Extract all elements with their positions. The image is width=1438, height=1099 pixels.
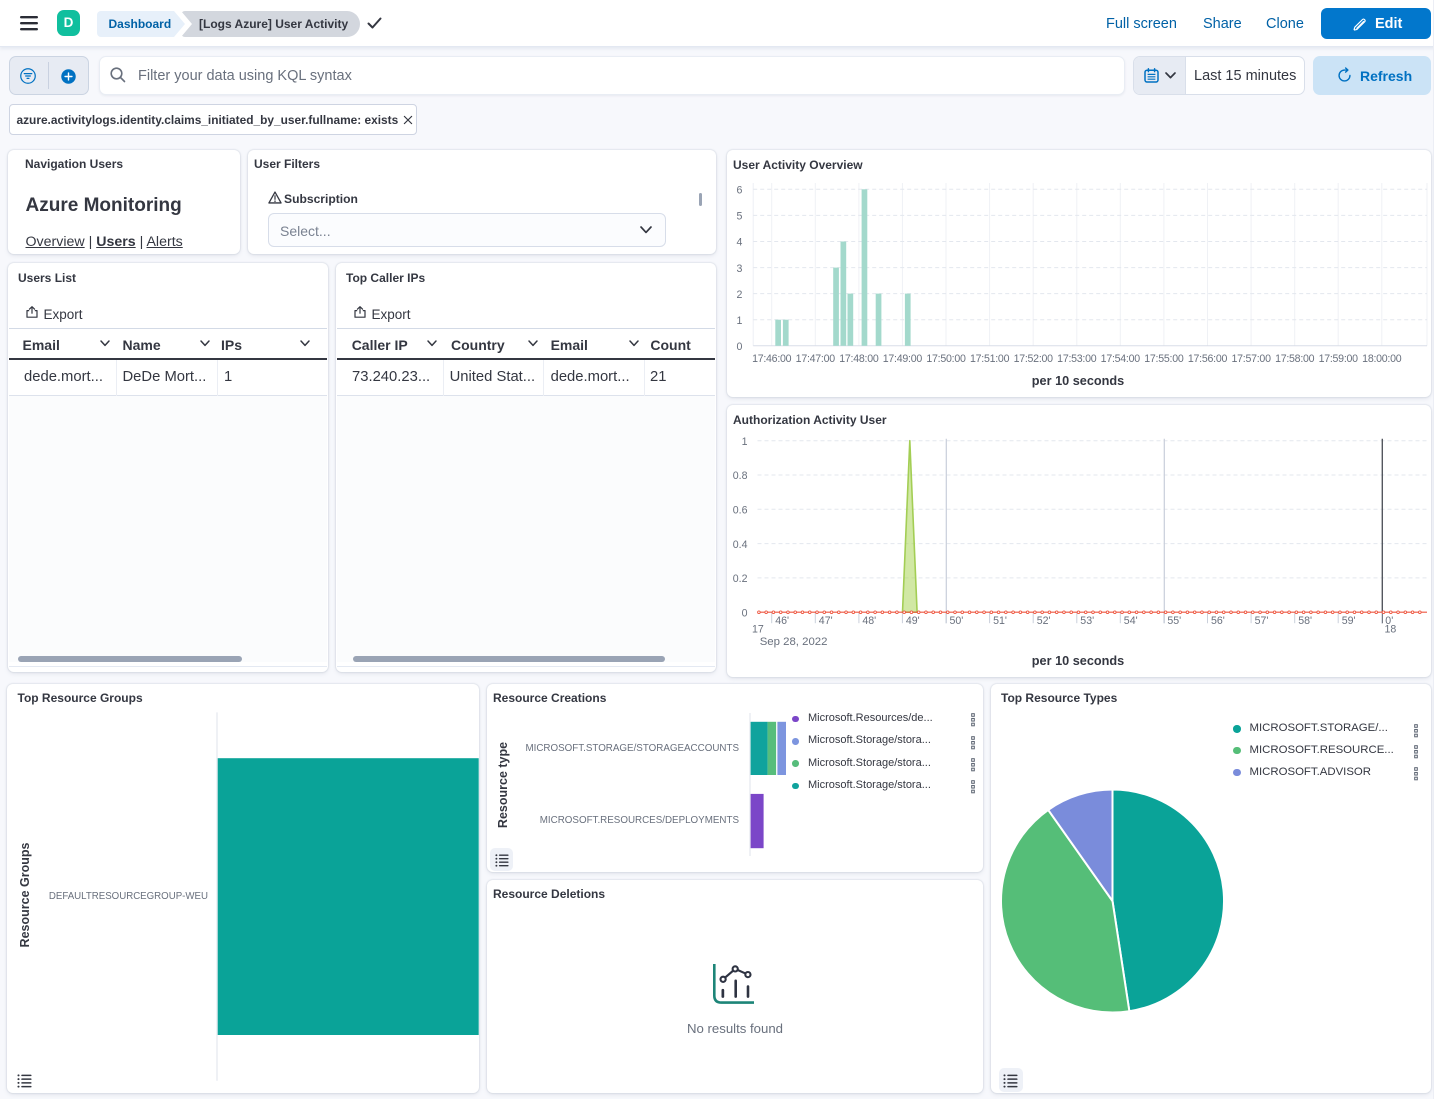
svg-text:4: 4 <box>736 237 742 249</box>
svg-text:6: 6 <box>736 185 742 197</box>
svg-text:53': 53' <box>1080 615 1094 627</box>
svg-text:59': 59' <box>1342 615 1356 627</box>
svg-text:Sep 28, 2022: Sep 28, 2022 <box>760 636 828 648</box>
svg-text:48': 48' <box>862 615 876 627</box>
svg-text:17:56:00: 17:56:00 <box>1188 353 1228 365</box>
svg-text:17:54:00: 17:54:00 <box>1101 353 1141 365</box>
svg-text:0': 0' <box>1385 615 1393 627</box>
svg-text:52': 52' <box>1037 615 1051 627</box>
svg-text:17:52:00: 17:52:00 <box>1014 353 1054 365</box>
svg-text:0: 0 <box>736 341 742 353</box>
svg-text:0.4: 0.4 <box>733 539 748 551</box>
svg-text:3: 3 <box>736 263 742 275</box>
svg-text:57': 57' <box>1255 615 1269 627</box>
svg-text:17:58:00: 17:58:00 <box>1275 353 1315 365</box>
svg-text:1: 1 <box>736 315 742 327</box>
svg-text:17: 17 <box>752 624 764 636</box>
svg-text:17:53:00: 17:53:00 <box>1057 353 1097 365</box>
svg-text:0.2: 0.2 <box>733 573 748 585</box>
svg-text:5: 5 <box>736 211 742 223</box>
svg-text:17:57:00: 17:57:00 <box>1231 353 1271 365</box>
svg-text:17:47:00: 17:47:00 <box>796 353 836 365</box>
svg-text:17:59:00: 17:59:00 <box>1319 353 1359 365</box>
svg-text:0.6: 0.6 <box>733 505 748 517</box>
svg-text:17:48:00: 17:48:00 <box>839 353 879 365</box>
svg-text:0.8: 0.8 <box>733 470 748 482</box>
svg-text:17:50:00: 17:50:00 <box>926 353 966 365</box>
svg-text:18: 18 <box>1385 624 1397 636</box>
svg-text:55': 55' <box>1167 615 1181 627</box>
svg-text:51': 51' <box>993 615 1007 627</box>
svg-text:17:55:00: 17:55:00 <box>1144 353 1184 365</box>
svg-text:18:00:00: 18:00:00 <box>1362 353 1402 365</box>
svg-text:54': 54' <box>1124 615 1138 627</box>
svg-text:17:46:00: 17:46:00 <box>752 353 792 365</box>
svg-text:50': 50' <box>950 615 964 627</box>
svg-text:46': 46' <box>775 615 789 627</box>
svg-text:49': 49' <box>906 615 920 627</box>
svg-text:17:49:00: 17:49:00 <box>883 353 923 365</box>
svg-text:58': 58' <box>1298 615 1312 627</box>
svg-text:47': 47' <box>819 615 833 627</box>
svg-text:2: 2 <box>736 289 742 301</box>
svg-text:1: 1 <box>742 436 748 448</box>
svg-text:0: 0 <box>742 607 748 619</box>
svg-text:56': 56' <box>1211 615 1225 627</box>
svg-text:17:51:00: 17:51:00 <box>970 353 1010 365</box>
